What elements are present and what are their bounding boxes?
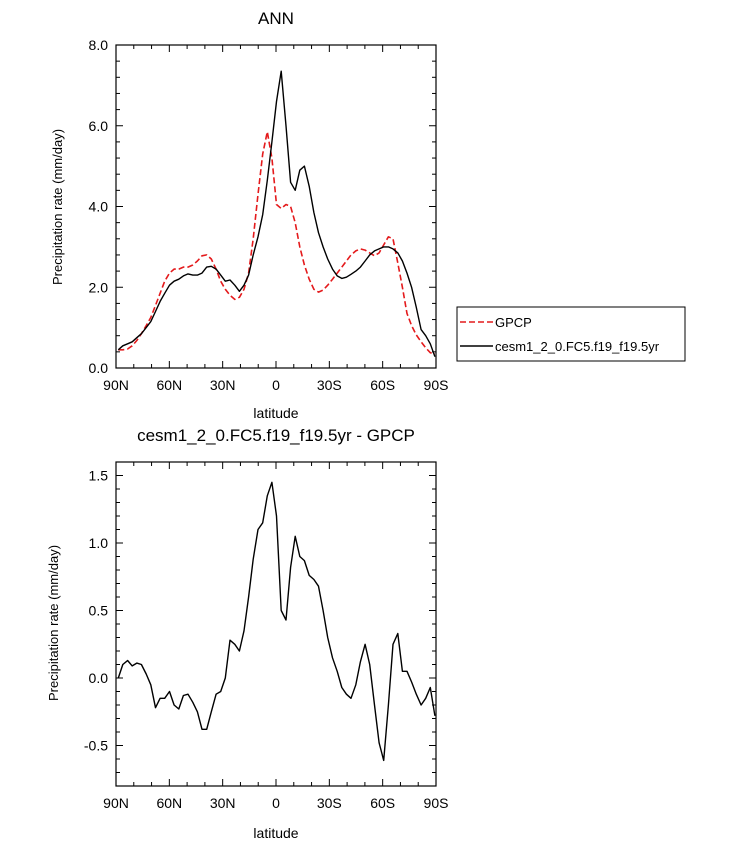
top-xtick-label: 90N [103, 377, 129, 393]
top-xlabel: latitude [253, 405, 298, 421]
bottom-xlabel: latitude [253, 825, 298, 841]
top-ytick-label: 2.0 [89, 279, 109, 295]
bottom-title: cesm1_2_0.FC5.f19_f19.5yr - GPCP [137, 426, 415, 445]
top-frame [115, 44, 437, 369]
top-title: ANN [258, 9, 294, 28]
bottom-xtick-label: 90N [103, 795, 129, 811]
top-series-line-gpcp [118, 131, 436, 355]
top-xtick-label: 60S [370, 377, 395, 393]
bottom-xtick-label: 90S [424, 795, 449, 811]
top-panel: ANN 90N 60N 30N 0 30S 60S 90S 0.0 2.0 4.0 6.0 8.0 l… [50, 9, 686, 421]
bottom-panel: cesm1_2_0.FC5.f19_f19.5yr - GPCP 90N 60N 3… [46, 426, 448, 841]
legend-box [456, 306, 686, 362]
top-ylabel: Precipitation rate (mm/day) [50, 129, 65, 285]
top-ytick-label: 6.0 [89, 118, 109, 134]
top-ytick-label: 4.0 [89, 199, 109, 215]
top-xtick-label: 0 [272, 377, 280, 393]
bottom-xtick-label: 0 [272, 795, 280, 811]
bottom-ytick-label: 0.0 [89, 670, 109, 686]
top-xtick-label: 30S [317, 377, 342, 393]
top-xtick-label: 30N [210, 377, 236, 393]
bottom-xtick-label: 30N [210, 795, 236, 811]
bottom-xtick-label: 60N [156, 795, 182, 811]
bottom-xtick-label: 60S [370, 795, 395, 811]
top-ytick-label: 0.0 [89, 360, 109, 376]
top-ytick-label: 8.0 [89, 37, 109, 53]
bottom-ytick-label: -0.5 [84, 738, 108, 754]
bottom-ylabel: Precipitation rate (mm/day) [46, 545, 61, 701]
legend-model-label: cesm1_2_0.FC5.f19_f19.5yr [495, 339, 660, 354]
top-series-line-cesm1-2-0-fc5-f19-f19-5yr [117, 70, 436, 357]
top-xtick-label: 60N [156, 377, 182, 393]
bottom-series-line-diff [117, 481, 436, 762]
top-plot-area: 90N 60N 30N 0 30S 60S 90S 0.0 2.0 4.0 6.0 8.0 [89, 37, 449, 393]
bottom-ytick-label: 1.5 [89, 468, 109, 484]
bottom-xtick-label: 30S [317, 795, 342, 811]
legend-gpcp-label: GPCP [495, 315, 532, 330]
legend: GPCP cesm1_2_0.FC5.f19_f19.5yr [456, 306, 686, 362]
bottom-ytick-label: 1.0 [89, 535, 109, 551]
bottom-ytick-label: 0.5 [89, 603, 109, 619]
bottom-plot-area: 90N 60N 30N 0 30S 60S 90S -0.5 0.0 0.5 1.0 1.5 [84, 461, 449, 811]
top-xtick-label: 90S [424, 377, 449, 393]
